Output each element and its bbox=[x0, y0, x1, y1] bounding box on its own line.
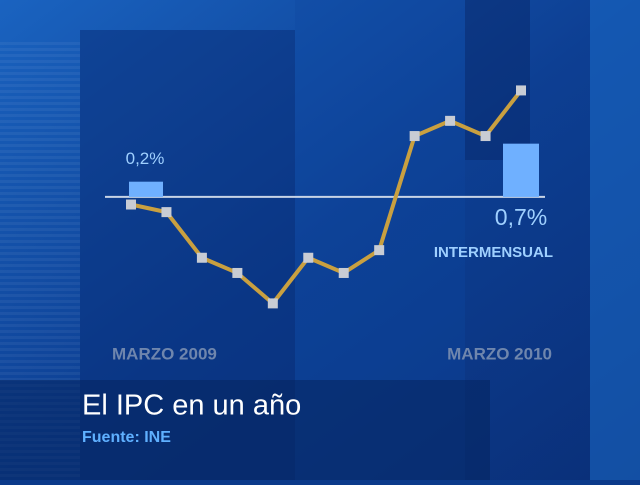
point bbox=[338, 267, 349, 278]
x-tick-label: MARZO 2009 bbox=[112, 344, 217, 363]
bar bbox=[503, 143, 539, 197]
point bbox=[161, 207, 172, 218]
x-tick-label: MARZO 2010 bbox=[447, 344, 552, 363]
panel bbox=[0, 380, 490, 480]
panel bbox=[465, 0, 530, 160]
panel bbox=[590, 0, 640, 480]
point bbox=[267, 298, 278, 309]
chart-title: El IPC en un año bbox=[82, 390, 301, 422]
point bbox=[516, 85, 526, 96]
point bbox=[445, 115, 456, 126]
point bbox=[480, 131, 491, 142]
point bbox=[126, 199, 136, 210]
source: Fuente: INE bbox=[82, 429, 171, 446]
bar bbox=[129, 181, 163, 197]
value-label: 0,2% bbox=[126, 149, 165, 168]
point bbox=[196, 252, 207, 263]
point bbox=[409, 131, 420, 142]
legend-label: INTERMENSUAL bbox=[434, 244, 553, 261]
line bbox=[130, 89, 523, 306]
point bbox=[374, 245, 385, 256]
value-label: 0,7% bbox=[495, 204, 547, 230]
point bbox=[303, 252, 314, 263]
point bbox=[232, 267, 243, 278]
